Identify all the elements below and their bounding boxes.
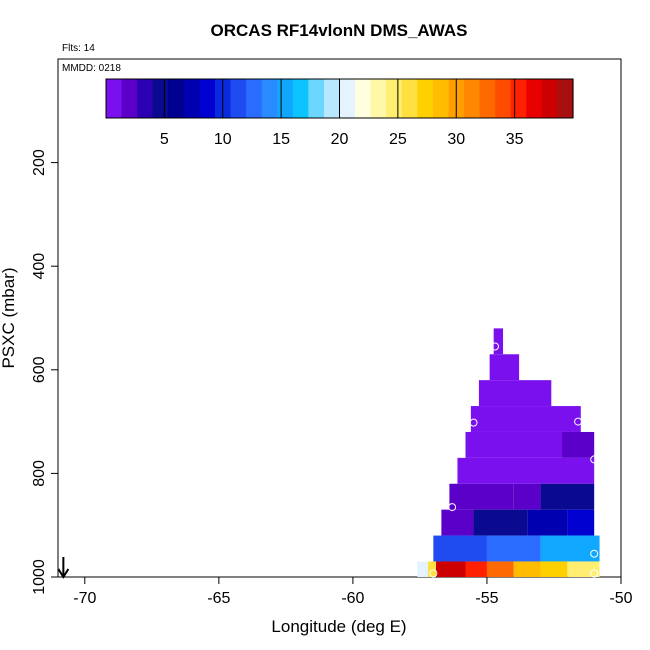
colorbar-swatch	[432, 79, 450, 118]
heatmap-cell	[513, 561, 541, 577]
heatmap-cell	[473, 509, 528, 536]
colorbar-tick-label: 30	[447, 131, 465, 148]
y-tick-label: 200	[31, 149, 48, 176]
heatmap-cell	[433, 535, 487, 562]
x-axis: -70 -65 -60 -55 -50	[73, 577, 633, 607]
sample-point	[574, 417, 583, 426]
colorbar-swatch	[479, 79, 496, 118]
y-tick-label: 400	[31, 253, 48, 280]
colorbar-swatch	[308, 79, 325, 118]
heatmap-cell	[527, 509, 568, 536]
x-tick-label: -50	[609, 590, 632, 607]
heatmap-cell	[441, 509, 474, 536]
x-tick-label: -65	[207, 590, 230, 607]
direction-marker	[57, 557, 70, 579]
colorbar-swatch	[417, 79, 434, 118]
colorbar-swatch	[152, 79, 169, 118]
y-tick-label: 800	[31, 460, 48, 487]
colorbar-swatch	[495, 79, 512, 118]
heatmap-cell	[478, 380, 552, 407]
sample-point	[448, 503, 457, 512]
heatmap-cell	[465, 431, 563, 458]
colorbar-swatch	[137, 79, 154, 118]
heatmap-cell	[457, 457, 595, 484]
heatmap-cells	[417, 328, 600, 577]
y-axis-label: PSXC (mbar)	[0, 267, 18, 368]
colorbar-swatch	[106, 79, 123, 118]
colorbar-swatch	[323, 79, 341, 118]
colorbar-swatch	[230, 79, 247, 118]
colorbar-swatch	[526, 79, 543, 118]
sample-point	[590, 455, 599, 464]
sample-point	[429, 569, 438, 578]
heatmap-cell	[567, 561, 600, 577]
heatmap-cell	[493, 328, 504, 355]
colorbar-swatch	[370, 79, 387, 118]
heatmap-cell	[465, 561, 487, 577]
plot-frame	[57, 58, 622, 578]
heatmap-cell	[513, 483, 541, 510]
colorbar-tick-label: 35	[506, 131, 524, 148]
heatmap-cell	[427, 561, 437, 577]
x-tick-label: -55	[475, 590, 498, 607]
colorbar-swatch	[557, 79, 574, 118]
sample-points	[429, 342, 599, 578]
colorbar-tick-label: 20	[331, 131, 349, 148]
colorbar-swatch	[292, 79, 309, 118]
y-tick-label: 1000	[31, 559, 48, 595]
x-tick-label: -70	[73, 590, 96, 607]
colorbar-swatch	[464, 79, 481, 118]
heatmap-cell	[470, 406, 581, 432]
heatmap-cell	[540, 483, 595, 510]
colorbar-tick-label: 10	[214, 131, 232, 148]
colorbar-swatch	[246, 79, 263, 118]
colorbar-swatch	[199, 79, 216, 118]
colorbar-swatch	[541, 79, 559, 118]
colorbar-swatch	[261, 79, 278, 118]
colorbar: 5 10 15 20 25 30 35	[105, 78, 574, 148]
colorbar-swatch	[183, 79, 200, 118]
heatmap-cell	[567, 509, 595, 536]
y-axis: 200 400 600 800 1000	[31, 149, 58, 595]
sample-point	[590, 549, 599, 558]
heatmap-cell	[540, 561, 568, 577]
arrow-head	[57, 568, 70, 579]
heatmap-cell	[540, 535, 600, 562]
colorbar-swatch	[355, 79, 372, 118]
x-axis-label: Longitude (deg E)	[271, 617, 406, 636]
heatmap-cell	[436, 561, 466, 577]
colorbar-tick-label: 5	[160, 131, 169, 148]
sample-point	[490, 342, 499, 351]
x-tick-label: -60	[341, 590, 364, 607]
chart-title: ORCAS RF14vlonN DMS_AWAS	[211, 21, 468, 40]
colorbar-swatch	[121, 79, 138, 118]
heatmap-cell	[486, 535, 541, 562]
colorbar-swatch	[277, 79, 294, 118]
colorbar-swatch	[510, 79, 527, 118]
sample-point	[590, 569, 599, 578]
colorbar-tick-label: 15	[272, 131, 290, 148]
flights-label: Flts: 14	[62, 43, 95, 54]
colorbar-swatch	[168, 79, 185, 118]
colorbar-swatch	[339, 79, 356, 118]
colorbar-swatch	[386, 79, 403, 118]
heatmap-cell	[449, 483, 514, 510]
colorbar-swatch	[401, 79, 418, 118]
y-tick-label: 600	[31, 356, 48, 383]
heatmap-cell	[486, 561, 514, 577]
colorbar-tick-label: 25	[389, 131, 407, 148]
heatmap-cell	[562, 431, 595, 458]
heatmap-cell	[489, 354, 520, 381]
date-label: MMDD: 0218	[62, 63, 121, 74]
heatmap-cell	[417, 561, 428, 577]
sample-point	[469, 418, 478, 427]
